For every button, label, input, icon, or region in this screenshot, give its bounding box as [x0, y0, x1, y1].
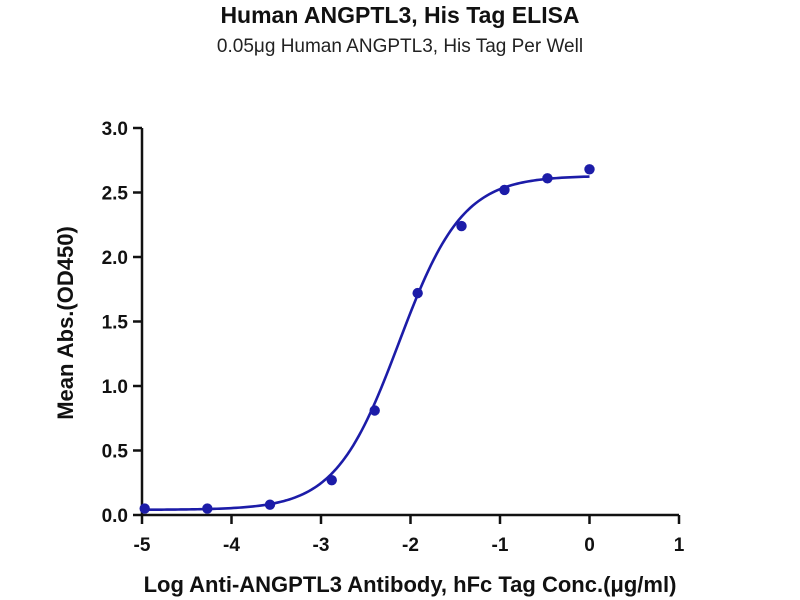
y-tick-label: 1.0 — [102, 377, 128, 398]
data-point — [264, 499, 276, 510]
x-tick-label: -4 — [223, 535, 240, 556]
y-axis-label: Mean Abs.(OD450) — [53, 226, 78, 420]
x-tick-label: -2 — [402, 535, 419, 556]
y-tick-label: 0.5 — [102, 442, 129, 463]
x-tick-label: -3 — [313, 535, 330, 556]
y-tick-label: 0.0 — [102, 506, 128, 527]
data-point — [369, 405, 380, 416]
chart-subtitle: 0.05μg Human ANGPTL3, His Tag Per Well — [216, 36, 584, 57]
x-tick-label: -1 — [492, 535, 509, 556]
tick-marks — [133, 126, 681, 524]
x-tick-label: -5 — [134, 535, 151, 556]
data-point — [584, 164, 595, 175]
data-point — [139, 503, 150, 514]
y-tick-label: 3.0 — [102, 119, 128, 140]
data-point — [412, 287, 423, 299]
fit-curve — [144, 175, 590, 512]
axes — [140, 128, 679, 517]
data-point — [499, 184, 510, 196]
x-axis-label: Log Anti-ANGPTL3 Antibody, hFc Tag Conc.… — [144, 572, 677, 597]
data-point — [456, 220, 467, 232]
x-tick-label: 1 — [674, 535, 685, 556]
x-tick-label: 0 — [584, 535, 595, 556]
y-tick-label: 2.5 — [102, 184, 129, 205]
data-point — [202, 503, 213, 514]
data-point — [542, 173, 553, 184]
data-points — [139, 164, 595, 514]
data-point — [326, 474, 337, 486]
tick-labels: -5 -4 -3 -2 -1 0 1 0.0 0.5 1.0 1.5 2.0 2.5 3.0 — [102, 119, 685, 556]
chart-title: Human ANGPTL3, His Tag ELISA — [220, 2, 580, 28]
y-tick-label: 1.5 — [102, 313, 129, 334]
y-tick-label: 2.0 — [102, 248, 128, 269]
